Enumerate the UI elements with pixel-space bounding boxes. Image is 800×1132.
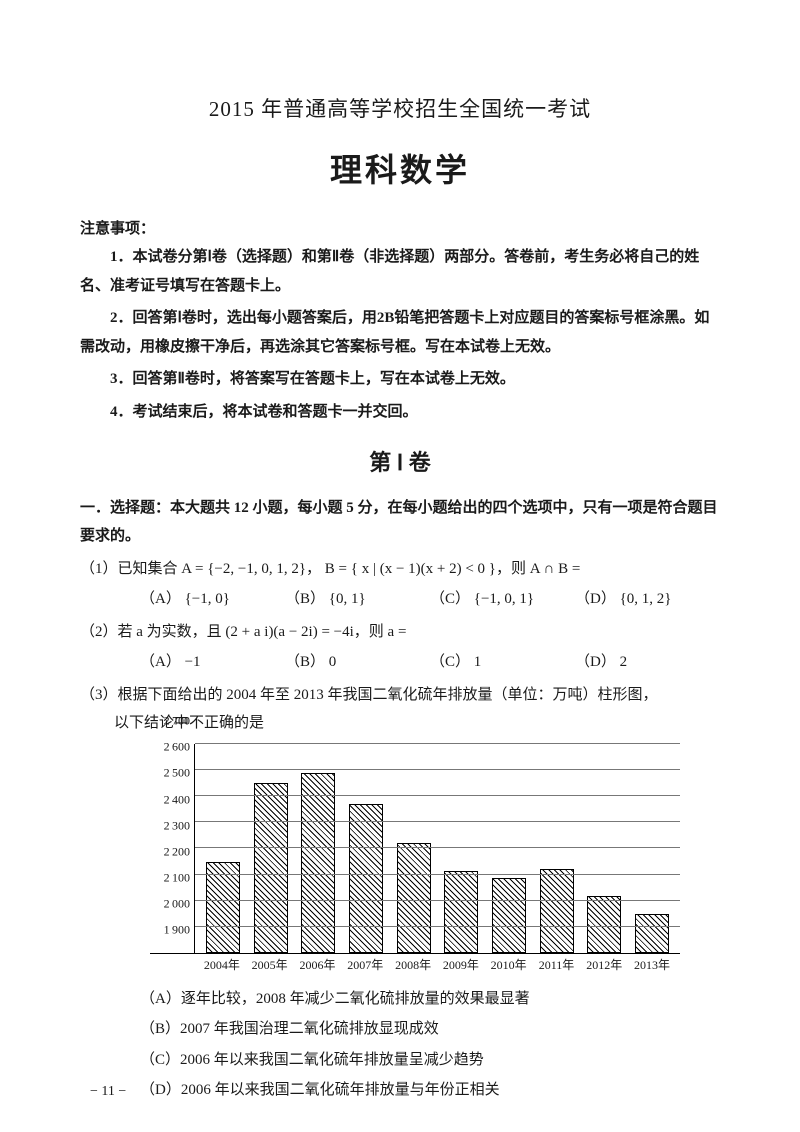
chart-y-tick-label: 2 000 [164, 893, 190, 916]
notice-item-3: 3．回答第Ⅱ卷时，将答案写在答题卡上，写在本试卷上无效。 [80, 365, 720, 394]
notice-item-2: 2．回答第Ⅰ卷时，选出每小题答案后，用2B铅笔把答题卡上对应题目的答案标号框涂黑… [80, 304, 720, 361]
chart-gridline [195, 821, 680, 822]
q1-opt-d: （D） {0, 1, 2} [575, 585, 720, 614]
question-1-options: （A） {−1, 0} （B） {0, 1} （C） {−1, 0, 1} （D… [140, 585, 720, 614]
chart-gridline [195, 795, 680, 796]
chart-gridline [195, 743, 680, 744]
q2-opt-c: （C） 1 [430, 648, 575, 677]
chart-gridline [195, 769, 680, 770]
chart-y-tick-label: 2 500 [164, 762, 190, 785]
q1-opt-c: （C） {−1, 0, 1} [430, 585, 575, 614]
chart-gridline [195, 926, 680, 927]
chart-x-tick-label: 2005年 [247, 954, 293, 977]
chart-x-tick-label: 2004年 [199, 954, 245, 977]
chart-x-tick-label: 2010年 [486, 954, 532, 977]
section-1-heading: 一．选择题：本大题共 12 小题，每小题 5 分，在每小题给出的四个选项中，只有… [80, 494, 720, 551]
chart-y-tick-label: 2 400 [164, 788, 190, 811]
chart-x-tick-label: 2008年 [390, 954, 436, 977]
chart-bar [349, 804, 383, 953]
chart-y-tick-label: 2 200 [164, 840, 190, 863]
chart-bar [540, 869, 574, 953]
chart-bars-area [194, 744, 680, 953]
page-number: − 11 − [90, 1079, 126, 1106]
chart-y-tick-label: 2 300 [164, 814, 190, 837]
q3-stem-line1: （3）根据下面给出的 2004 年至 2013 年我国二氧化硫年排放量（单位：万… [80, 681, 720, 710]
chart-bar [397, 843, 431, 953]
chart-x-tick-label: 2012年 [581, 954, 627, 977]
q3-stem-line2: 以下结论中不正确的是 [114, 709, 720, 738]
chart-x-axis: 2004年2005年2006年2007年2008年2009年2010年2011年… [194, 954, 680, 977]
question-1-stem: （1）已知集合 A = {−2, −1, 0, 1, 2}， B = { x |… [80, 555, 720, 584]
chart-x-tick-label: 2007年 [342, 954, 388, 977]
notice-heading: 注意事项： [80, 215, 720, 244]
chart-bar [587, 896, 621, 953]
chart-y-axis: 1 9002 0002 1002 2002 3002 4002 5002 600… [150, 744, 194, 953]
chart-bar [635, 914, 669, 953]
notice-item-1: 1．本试卷分第Ⅰ卷（选择题）和第Ⅱ卷（非选择题）两部分。答卷前，考生务必将自己的… [80, 243, 720, 300]
q3-opt-c: （C）2006 年以来我国二氧化硫年排放量呈减少趋势 [140, 1046, 720, 1075]
chart-x-tick-label: 2009年 [438, 954, 484, 977]
chart-gridline [195, 900, 680, 901]
q1-text: （1）已知集合 A = {−2, −1, 0, 1, 2}， B = { x |… [80, 561, 580, 577]
chart-bar [492, 878, 526, 953]
q3-opt-a: （A）逐年比较，2008 年减少二氧化硫排放量的效果最显著 [140, 985, 720, 1014]
chart-bar [206, 862, 240, 953]
q2-text: （2）若 a 为实数，且 (2 + a i)(a − 2i) = −4i，则 a… [80, 624, 406, 640]
chart-plot-area: 1 9002 0002 1002 2002 3002 4002 5002 600… [150, 744, 680, 954]
chart-y-tick-label: 1 900 [164, 919, 190, 942]
chart-bar [254, 783, 288, 953]
q2-opt-d: （D） 2 [575, 648, 720, 677]
chart-x-tick-label: 2006年 [294, 954, 340, 977]
chart-y-tick-label: 2 600 [164, 736, 190, 759]
q3-opt-d: （D）2006 年以来我国二氧化硫年排放量与年份正相关 [140, 1076, 720, 1105]
exam-subject: 理科数学 [80, 140, 720, 201]
chart-x-tick-label: 2013年 [629, 954, 675, 977]
notice-item-4: 4．考试结束后，将本试卷和答题卡一并交回。 [80, 398, 720, 427]
question-3-options: （A）逐年比较，2008 年减少二氧化硫排放量的效果最显著 （B）2007 年我… [140, 985, 720, 1105]
chart-gridline [195, 847, 680, 848]
chart-y-tick-label: 2 700 [164, 710, 190, 733]
so2-bar-chart: 1 9002 0002 1002 2002 3002 4002 5002 600… [150, 744, 680, 977]
q1-opt-a: （A） {−1, 0} [140, 585, 285, 614]
q2-opt-a: （A） −1 [140, 648, 285, 677]
exam-title-year: 2015 年普通高等学校招生全国统一考试 [80, 90, 720, 130]
question-2-stem: （2）若 a 为实数，且 (2 + a i)(a − 2i) = −4i，则 a… [80, 618, 720, 647]
q2-opt-b: （B） 0 [285, 648, 430, 677]
volume-title: 第 Ⅰ 卷 [80, 442, 720, 484]
q3-opt-b: （B）2007 年我国治理二氧化硫排放显现成效 [140, 1015, 720, 1044]
chart-bar [444, 871, 478, 953]
q1-opt-b: （B） {0, 1} [285, 585, 430, 614]
chart-y-tick-label: 2 100 [164, 867, 190, 890]
chart-bars [195, 744, 680, 953]
chart-gridline [195, 874, 680, 875]
chart-x-tick-label: 2011年 [533, 954, 579, 977]
question-2-options: （A） −1 （B） 0 （C） 1 （D） 2 [140, 648, 720, 677]
